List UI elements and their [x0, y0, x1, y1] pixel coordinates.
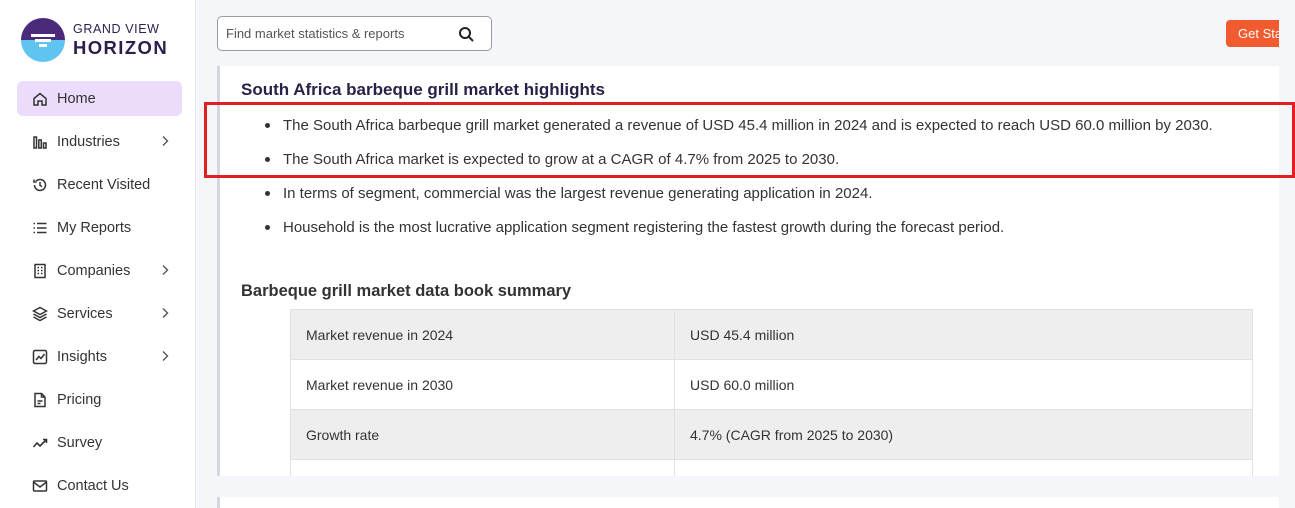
sidebar-item-recent-visited[interactable]: Recent Visited: [17, 167, 182, 202]
table-cell-key: Growth rate: [290, 409, 675, 460]
list-icon: [31, 219, 48, 236]
table-cell-value: USD 45.4 million: [674, 309, 1253, 360]
sidebar-item-companies[interactable]: Companies: [17, 253, 182, 288]
search-icon[interactable]: [458, 26, 475, 43]
sidebar-item-label: Companies: [57, 262, 131, 279]
sidebar-item-contact-us[interactable]: Contact Us: [17, 468, 182, 503]
layers-icon: [31, 305, 48, 322]
sidebar-item-pricing[interactable]: Pricing: [17, 382, 182, 417]
sidebar-item-label: Recent Visited: [57, 176, 151, 193]
chevron-right-icon: [162, 136, 169, 146]
table-cell-key: Market revenue in 2030: [290, 359, 675, 410]
home-icon: [31, 90, 48, 107]
table-cell-value: [674, 459, 1253, 476]
table-cell-key: Market revenue in 2024: [290, 309, 675, 360]
sidebar-item-label: Pricing: [57, 391, 102, 408]
building-icon: [31, 262, 48, 279]
table-cell-value: 4.7% (CAGR from 2025 to 2030): [674, 409, 1253, 460]
sidebar-item-industries[interactable]: Industries: [17, 124, 182, 159]
highlights-list: The South Africa barbeque grill market g…: [265, 117, 1213, 253]
table-row: Growth rate 4.7% (CAGR from 2025 to 2030…: [290, 409, 1253, 460]
highlights-card: South Africa barbeque grill market highl…: [217, 66, 1279, 476]
sidebar-item-insights[interactable]: Insights: [17, 339, 182, 374]
summary-title: Barbeque grill market data book summary: [241, 282, 572, 300]
sidebar: GRAND VIEW HORIZON Home Industries: [0, 0, 196, 508]
chevron-right-icon: [162, 265, 169, 275]
table-row: Market revenue in 2030 USD 60.0 million: [290, 359, 1253, 410]
sidebar-item-label: My Reports: [57, 219, 132, 236]
chevron-right-icon: [162, 308, 169, 318]
table-row: [290, 459, 1253, 476]
trend-icon: [31, 434, 48, 451]
sidebar-item-label: Survey: [57, 434, 103, 451]
brand-logo[interactable]: GRAND VIEW HORIZON: [20, 17, 168, 63]
table-cell-value: USD 60.0 million: [674, 359, 1253, 410]
highlights-title: South Africa barbeque grill market highl…: [241, 80, 605, 99]
list-item: The South Africa market is expected to g…: [265, 151, 1213, 185]
sidebar-item-label: Industries: [57, 133, 120, 150]
page-edge: [1279, 0, 1295, 508]
list-item: In terms of segment, commercial was the …: [265, 185, 1213, 219]
line-chart-icon: [31, 348, 48, 365]
summary-table: Market revenue in 2024 USD 45.4 million …: [290, 309, 1253, 476]
list-item: The South Africa barbeque grill market g…: [265, 117, 1213, 151]
sidebar-item-label: Contact Us: [57, 477, 129, 494]
sidebar-item-label: Home: [57, 90, 96, 107]
price-document-icon: [31, 391, 48, 408]
search-input[interactable]: [218, 18, 446, 49]
sidebar-item-label: Services: [57, 305, 113, 322]
logo-mark-icon: [21, 18, 65, 62]
sidebar-item-services[interactable]: Services: [17, 296, 182, 331]
sidebar-item-label: Insights: [57, 348, 107, 365]
brand-name-top: GRAND VIEW: [73, 22, 160, 36]
next-section-card: [217, 497, 1279, 508]
sidebar-item-my-reports[interactable]: My Reports: [17, 210, 182, 245]
chevron-right-icon: [162, 351, 169, 361]
sidebar-item-survey[interactable]: Survey: [17, 425, 182, 460]
sidebar-nav: Home Industries Recent Visited My Repo: [17, 81, 182, 508]
search-bar: [217, 16, 492, 51]
bar-chart-icon: [31, 133, 48, 150]
brand-name-bottom: HORIZON: [73, 36, 169, 58]
mail-icon: [31, 477, 48, 494]
sidebar-item-home[interactable]: Home: [17, 81, 182, 116]
table-row: Market revenue in 2024 USD 45.4 million: [290, 309, 1253, 360]
table-cell-key: [290, 459, 675, 476]
history-icon: [31, 176, 48, 193]
list-item: Household is the most lucrative applicat…: [265, 219, 1213, 253]
